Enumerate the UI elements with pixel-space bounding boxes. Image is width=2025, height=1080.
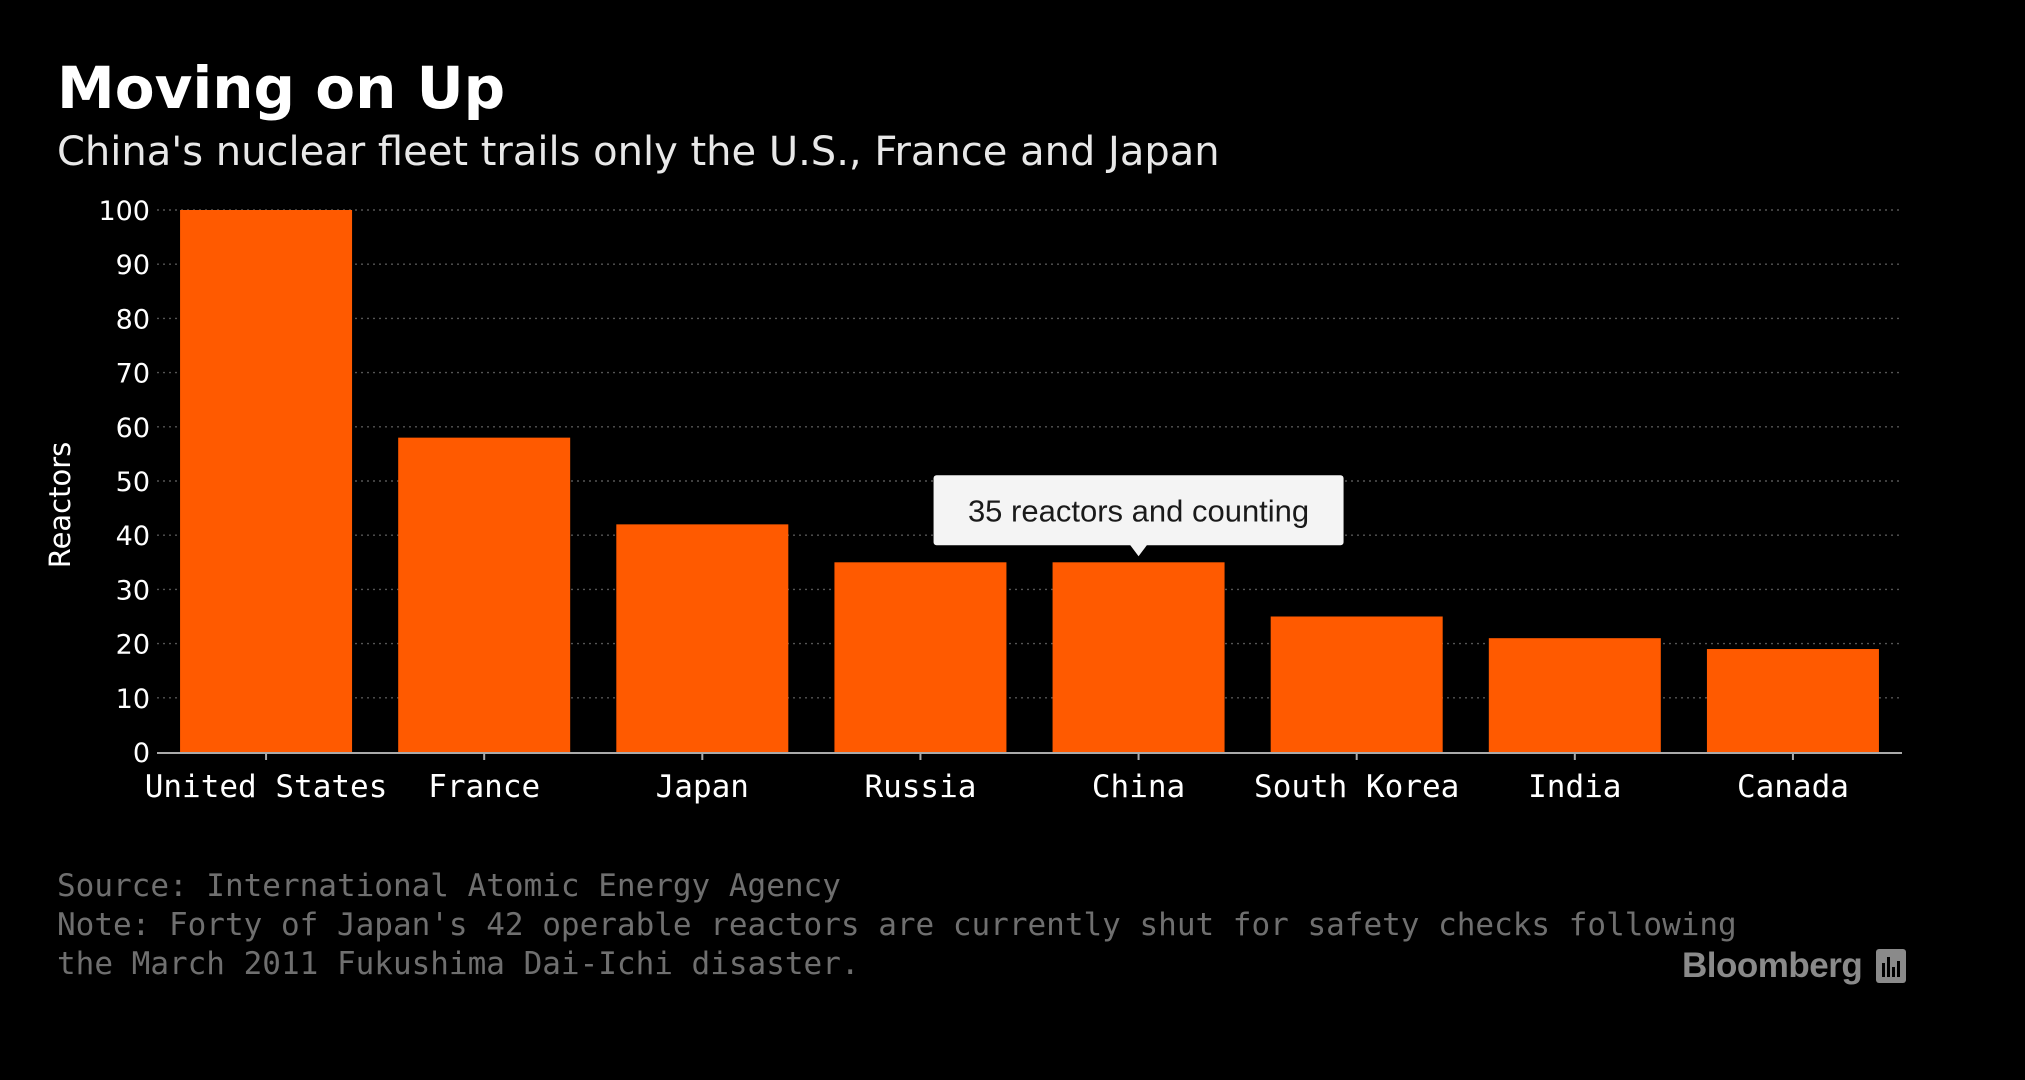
- x-tick-label: South Korea: [1254, 769, 1459, 805]
- x-tick-label: Russia: [864, 769, 976, 805]
- bloomberg-bars-icon: [1876, 949, 1907, 983]
- y-tick-label: 0: [133, 738, 150, 769]
- callout-text: 35 reactors and counting: [968, 493, 1309, 528]
- annotation-callout: 35 reactors and counting: [933, 475, 1344, 557]
- x-tick-label: United States: [145, 769, 388, 805]
- y-tick-label: 70: [116, 359, 150, 390]
- bar: [398, 437, 571, 752]
- bar: [834, 562, 1007, 752]
- callout-box: [933, 475, 1344, 546]
- bar: [616, 524, 789, 752]
- bar: [1488, 638, 1661, 752]
- note-line-1: Note: Forty of Japan's 42 operable react…: [57, 907, 1737, 943]
- x-tick-label: India: [1528, 769, 1621, 805]
- y-tick-label: 50: [116, 467, 150, 498]
- brand-name: Bloomberg: [1682, 946, 1863, 985]
- y-tick-label: 20: [116, 630, 150, 661]
- source-text: Source: International Atomic Energy Agen…: [57, 868, 841, 904]
- bar: [1706, 649, 1879, 752]
- x-axis-labels: United States France Japan Russia China South…: [145, 769, 1849, 805]
- y-tick-label: 10: [116, 684, 150, 715]
- y-tick-label: 60: [116, 413, 150, 444]
- x-axis: [157, 752, 1902, 760]
- x-tick-label: France: [428, 769, 540, 805]
- y-tick-label: 30: [116, 575, 150, 606]
- bars: [180, 210, 1879, 752]
- chart-title: Moving on Up: [57, 54, 506, 122]
- note-line-2: the March 2011 Fukushima Dai-Ichi disast…: [57, 946, 860, 982]
- footnote: Source: International Atomic Energy Agen…: [57, 867, 1737, 984]
- callout-pointer: [1129, 544, 1148, 557]
- y-tick-label: 100: [98, 196, 150, 227]
- y-axis-title: Reactors: [43, 442, 77, 569]
- y-tick-label: 90: [116, 250, 150, 281]
- bloomberg-logo: Bloomberg: [1682, 942, 1907, 990]
- bar: [1052, 562, 1225, 752]
- y-tick-label: 80: [116, 304, 150, 335]
- x-tick-label: Japan: [656, 769, 749, 805]
- bar: [180, 210, 353, 752]
- x-tick-label: China: [1092, 769, 1185, 805]
- bar: [1270, 616, 1443, 752]
- chart-subtitle: China's nuclear fleet trails only the U.…: [57, 129, 1220, 175]
- y-axis-ticks: 0 10 20 30 40 50 60 70 80 90 100: [98, 196, 150, 769]
- y-tick-label: 40: [116, 521, 150, 552]
- x-tick-label: Canada: [1737, 769, 1849, 805]
